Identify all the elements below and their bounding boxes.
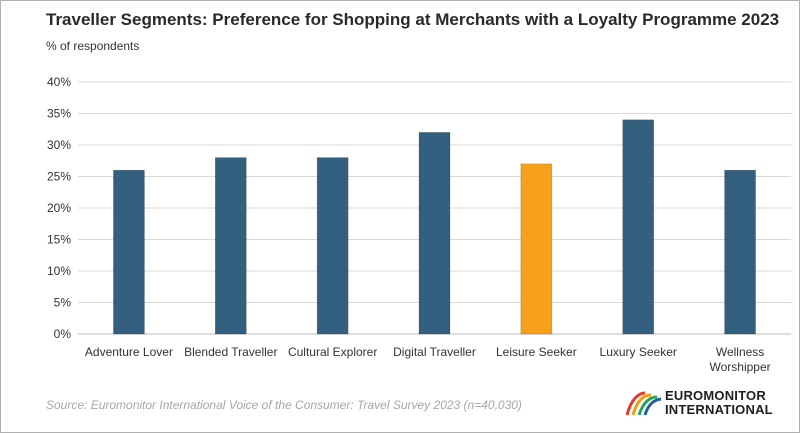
logo-text-line1: EUROMONITOR [665, 388, 766, 403]
y-tick-label: 40% [47, 75, 71, 89]
x-tick-label: Cultural Explorer [288, 345, 377, 359]
bar [113, 169, 145, 335]
y-tick-label: 10% [47, 264, 71, 278]
x-tick-label: Blended Traveller [184, 345, 277, 359]
y-tick-label: 25% [47, 170, 71, 184]
y-tick-label: 0% [54, 327, 72, 341]
x-tick-label: Digital Traveller [393, 345, 476, 359]
y-tick-label: 15% [47, 233, 71, 247]
euromonitor-logo: EUROMONITOR INTERNATIONAL [625, 388, 785, 418]
source-note: Source: Euromonitor International Voice … [46, 398, 522, 412]
y-tick-label: 5% [54, 296, 72, 310]
bar [316, 157, 349, 335]
bar [622, 119, 655, 335]
bar [418, 132, 451, 335]
y-tick-label: 20% [47, 201, 71, 215]
x-tick-label: Wellness Worshipper [710, 345, 771, 374]
logo-text-line2: INTERNATIONAL [665, 402, 773, 417]
logo-stripes-icon [625, 391, 662, 416]
x-tick-label: Adventure Lover [85, 345, 173, 359]
bar-chart: 0% 5% 10% 15% 20% 25% 30% 35% 40% Adventure Lover… [47, 75, 791, 374]
x-tick-label: Luxury Seeker [600, 345, 677, 359]
bar [520, 163, 553, 335]
y-tick-label: 30% [47, 138, 71, 152]
bar [724, 169, 756, 335]
bar [214, 157, 247, 335]
y-tick-label: 35% [47, 107, 71, 121]
chart-subtitle: % of respondents [46, 39, 140, 53]
x-tick-label: Leisure Seeker [496, 345, 577, 359]
chart-title: Traveller Segments: Preference for Shopp… [46, 10, 780, 29]
